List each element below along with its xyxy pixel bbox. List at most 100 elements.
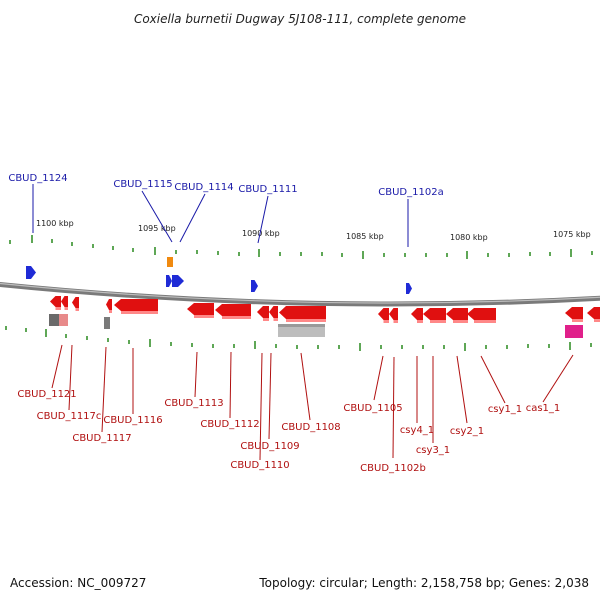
leader-csy1-1 xyxy=(480,355,506,404)
leader-cbud-1117c xyxy=(68,344,73,411)
leader-cbud-1117 xyxy=(101,346,107,433)
leader-cbud-1115 xyxy=(141,190,173,243)
orange-feature-marker xyxy=(167,257,173,267)
grey-feature-1 xyxy=(49,314,59,326)
reverse-gene-cbud-1117c xyxy=(61,296,68,307)
forward-gene-cbud-1102a xyxy=(406,283,412,294)
reverse-gene-cbud-1117 xyxy=(106,299,112,310)
reverse-gene-cbud-1102b-shade xyxy=(393,320,398,323)
leader-cbud-1121 xyxy=(51,344,63,389)
gene-label-cbud-1121: CBUD_1121 xyxy=(17,389,76,400)
lower-tick-mark xyxy=(65,334,67,338)
lower-tick-mark xyxy=(233,344,235,348)
grey-feature-2 xyxy=(104,317,110,329)
lower-tick-mark xyxy=(5,326,7,330)
grey-feature-3 xyxy=(278,324,325,337)
kbp-label: 1095 kbp xyxy=(138,224,176,233)
gene-label-csy1-1: csy1_1 xyxy=(488,404,522,415)
lower-tick-mark xyxy=(254,341,256,349)
upper-tick-mark xyxy=(591,251,593,255)
upper-tick-mark xyxy=(132,248,134,252)
pink-feature-1 xyxy=(59,314,68,326)
map-title: Coxiella burnetii Dugway 5J108-111, comp… xyxy=(134,12,466,26)
lower-tick-mark xyxy=(401,345,403,349)
gene-label-cbud-1124: CBUD_1124 xyxy=(8,173,67,184)
upper-tick-mark xyxy=(404,253,406,257)
leader-cbud-1114 xyxy=(179,193,206,243)
leader-cbud-1110 xyxy=(259,352,263,461)
reverse-gene-csy1-1-shade xyxy=(474,320,496,323)
upper-tick-mark xyxy=(31,235,33,243)
lower-tick-mark xyxy=(86,336,88,340)
upper-tick-mark xyxy=(446,253,448,257)
gene-features xyxy=(26,257,600,338)
upper-tick-mark xyxy=(92,244,94,248)
gene-label-csy3-1: csy3_1 xyxy=(416,445,450,456)
upper-tick-mark xyxy=(466,251,468,259)
kbp-label: 1075 kbp xyxy=(553,230,591,239)
lower-tick-mark xyxy=(527,344,529,348)
kbp-scale: 1100 kbp 1095 kbp 1090 kbp 1085 kbp 1080 kbp… xyxy=(36,219,591,242)
gene-label-cbud-1117c: CBUD_1117c xyxy=(37,411,102,422)
upper-tick-mark xyxy=(196,250,198,254)
forward-gene-cbud-1111 xyxy=(251,280,258,292)
reverse-gene-cbud-1102b xyxy=(389,308,398,320)
gene-label-cbud-1114: CBUD_1114 xyxy=(174,182,233,193)
gene-label-cbud-1109: CBUD_1109 xyxy=(240,441,299,452)
reverse-gene-cbud-1117-small-shade xyxy=(75,308,79,311)
upper-tick-mark xyxy=(9,240,11,244)
label-leader-lines xyxy=(32,184,574,461)
lower-tick-mark xyxy=(422,345,424,349)
reverse-gene-cbud-1117-small xyxy=(72,297,79,308)
lower-tick-mark xyxy=(107,338,109,342)
upper-tick-mark xyxy=(321,252,323,256)
upper-tick-mark xyxy=(217,251,219,255)
gene-label-cbud-1116: CBUD_1116 xyxy=(103,415,162,426)
upper-tick-mark xyxy=(549,252,551,256)
genome-summary-text: Topology: circular; Length: 2,158,758 bp… xyxy=(259,576,589,590)
lower-tick-mark xyxy=(275,344,277,348)
reverse-gene-csy3-1 xyxy=(423,308,446,320)
kbp-label: 1100 kbp xyxy=(36,219,74,228)
upper-tick-mark xyxy=(258,249,260,257)
gene-labels: CBUD_1124 CBUD_1115 CBUD_1114 CBUD_1111 CBUD… xyxy=(8,173,560,474)
upper-tick-mark xyxy=(279,252,281,256)
kbp-label: 1090 kbp xyxy=(242,229,280,238)
forward-gene-cbud-1124 xyxy=(26,266,36,279)
lower-tick-mark xyxy=(296,345,298,349)
gene-label-cbud-1105: CBUD_1105 xyxy=(343,403,402,414)
lower-tick-mark xyxy=(191,343,193,347)
reverse-gene-csy2-1 xyxy=(446,308,468,320)
reverse-gene-edge xyxy=(587,307,600,319)
upper-tick-mark xyxy=(508,253,510,257)
lower-tick-mark xyxy=(212,344,214,348)
leader-cas1-1 xyxy=(542,354,574,403)
lower-tick-mark xyxy=(149,339,151,347)
leader-csy2-1 xyxy=(456,355,468,424)
reverse-gene-cbud-1105 xyxy=(378,308,389,320)
upper-tick-mark xyxy=(51,239,53,243)
reverse-gene-cbud-1110 xyxy=(257,306,269,318)
reverse-gene-cbud-1112-shade xyxy=(222,316,251,319)
reverse-gene-cas1-1 xyxy=(565,307,583,319)
reverse-gene-cbud-1117-shade xyxy=(109,310,112,313)
upper-tick-mark xyxy=(529,252,531,256)
genome-backbone-highlight xyxy=(0,282,600,304)
lower-tick-mark xyxy=(590,343,592,347)
upper-tick-mark xyxy=(112,246,114,250)
reverse-gene-cbud-1116-shade xyxy=(121,311,158,314)
upper-tick-mark xyxy=(362,251,364,259)
upper-tick-mark xyxy=(341,253,343,257)
lower-tick-mark xyxy=(317,345,319,349)
gene-label-cbud-1113: CBUD_1113 xyxy=(164,398,223,409)
leader-cbud-1111 xyxy=(257,195,269,244)
position-ticks xyxy=(5,235,593,351)
leader-cbud-1108 xyxy=(300,352,311,421)
lower-tick-mark xyxy=(338,345,340,349)
gene-label-cbud-1117: CBUD_1117 xyxy=(72,433,131,444)
genome-backbone xyxy=(0,281,600,307)
reverse-gene-csy3-1-shade xyxy=(430,320,446,323)
lower-tick-mark xyxy=(170,342,172,346)
